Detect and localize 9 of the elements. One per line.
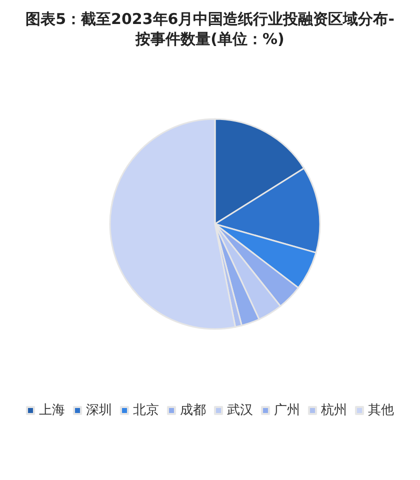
legend-label: 广州 xyxy=(274,403,300,418)
legend-label: 深圳 xyxy=(86,403,112,418)
legend-label: 成都 xyxy=(180,403,206,418)
legend-label: 杭州 xyxy=(320,403,347,418)
legend-label: 其他 xyxy=(368,403,394,418)
chart-title: 图表5：截至2023年6月中国造纸行业投融资区域分布-按事件数量(单位：%) xyxy=(26,10,394,48)
legend-label: 北京 xyxy=(133,403,159,418)
legend-label: 上海 xyxy=(39,403,65,418)
legend-label: 武汉 xyxy=(227,403,253,418)
